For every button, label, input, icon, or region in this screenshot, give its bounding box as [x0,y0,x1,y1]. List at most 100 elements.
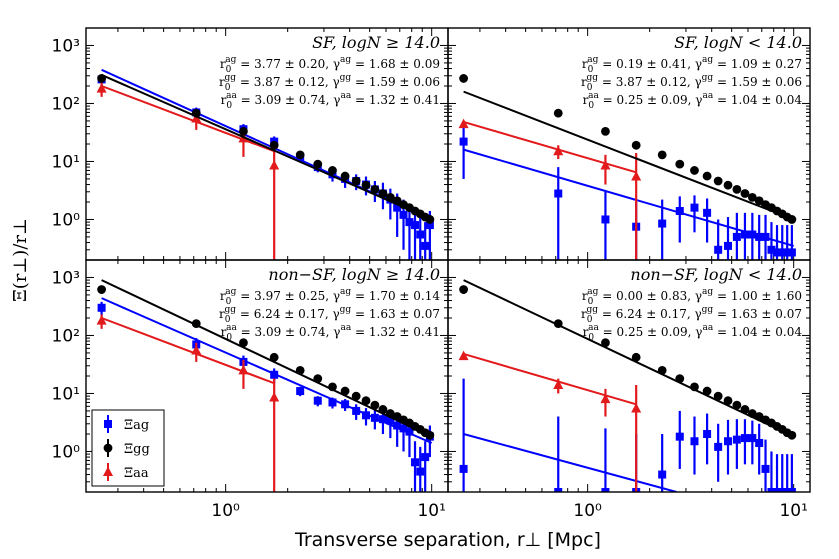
data-point [351,176,361,186]
fit-parameters: r0gg = 3.87 ± 0.12, γgg = 1.59 ± 0.06 [581,73,802,93]
data-point [295,365,305,375]
data-point [553,319,563,329]
data-point [713,176,723,186]
data-point [421,453,430,462]
data-point [340,171,350,181]
data-point [191,319,201,329]
data-point [351,391,361,401]
data-point [732,400,742,410]
data-point [411,221,420,230]
data-point [421,241,430,250]
data-point [714,245,723,254]
data-point [385,193,395,202]
panel-4: 10⁰ 10¹ non−SF, logN < 14.0 r0ag = 0.00 ± 0… [447,259,811,521]
data-point [425,221,434,230]
series-Ξag [459,378,796,492]
fit-parameters: r0ag = 0.00 ± 0.83, γag = 1.00 ± 1.60 [582,287,802,307]
data-point [313,374,323,384]
data-point [459,74,469,83]
data-point [313,159,323,169]
data-point [425,430,435,440]
data-point [747,193,757,202]
legend-marker [104,420,112,428]
data-point [341,400,350,409]
data-point [690,437,699,446]
data-point [393,203,402,212]
data-point [269,160,280,170]
fit-parameters: r0ag = 0.19 ± 0.41, γag = 1.09 ± 0.27 [582,55,802,75]
data-point [416,467,425,476]
data-point [778,248,787,257]
data-point [723,180,733,190]
series-Ξgg [459,74,797,224]
data-point [675,432,684,441]
data-point [399,424,408,433]
data-point [405,218,414,227]
data-point [269,392,280,402]
fit-parameters: r0aa = 0.25 ± 0.09, γaa = 1.04 ± 0.04 [583,323,803,343]
data-point [370,413,379,422]
data-point [405,427,414,436]
legend-label: Ξaa [124,466,149,481]
panel-2: SF, logN < 14.0 r0ag = 0.19 ± 0.41, γag =… [447,27,811,261]
data-point [740,434,749,443]
data-point [600,393,611,404]
data-point [732,435,741,444]
data-point [702,386,712,396]
data-point [553,379,564,389]
fit-line [463,148,794,247]
fit-line [463,279,795,438]
data-point [416,230,425,239]
data-point [783,488,792,492]
data-point [713,391,723,401]
x-tick-label: 10⁰ [211,501,240,521]
data-point [783,248,792,257]
data-point [296,387,305,396]
data-point [702,171,712,181]
y-tick-label: 10⁰ [52,442,81,462]
data-point [269,352,279,362]
panel-3: 10⁰ 10¹ 10² 10³ 10⁰ 10¹ non−SF, logN ≥ 14.0 r0a… [52,259,449,521]
y-tick-label: 10¹ [52,152,80,172]
data-point [787,430,797,440]
x-tick-label: 10⁰ [573,501,602,521]
data-point [724,241,733,250]
legend-label: Ξgg [124,442,150,457]
data-point [362,411,371,420]
plot-area [96,68,435,260]
legend-label: Ξag [124,418,149,433]
plot-area [458,74,797,260]
data-point [601,215,610,224]
data-point [361,396,371,406]
data-point [761,232,770,241]
data-point [269,140,279,150]
panel-title: non−SF, logN ≥ 14.0 [268,265,440,284]
data-point [754,196,764,206]
data-point [658,219,667,228]
data-point [370,184,380,194]
data-point [554,189,563,198]
y-tick-label: 10¹ [52,384,80,404]
data-point [239,126,248,136]
fit-parameters: r0aa = 3.09 ± 0.74, γaa = 1.32 ± 0.41 [221,91,440,111]
series-Ξaa [96,314,280,492]
y-tick-label: 10³ [52,268,80,288]
data-point [690,166,699,175]
data-point [740,189,750,198]
data-point [411,458,420,467]
fit-line [463,90,795,221]
fit-line [463,120,637,174]
data-point [740,405,750,414]
data-point [601,126,610,136]
data-point [748,230,757,239]
data-point [778,488,787,492]
y-tick-label: 10⁰ [52,210,81,230]
x-axis-label: Transverse separation, r⊥ [Mpc] [294,529,601,551]
fit-line [463,433,677,492]
panel-title: SF, logN ≥ 14.0 [312,33,440,52]
fit-parameters: r0ag = 3.77 ± 0.20, γag = 1.68 ± 0.09 [220,55,440,75]
data-point [425,215,435,224]
fit-parameters: r0gg = 6.24 ± 0.17, γgg = 1.63 ± 0.07 [581,305,802,325]
fit-parameters: r0ag = 3.97 ± 0.25, γag = 1.70 ± 0.14 [220,287,441,307]
